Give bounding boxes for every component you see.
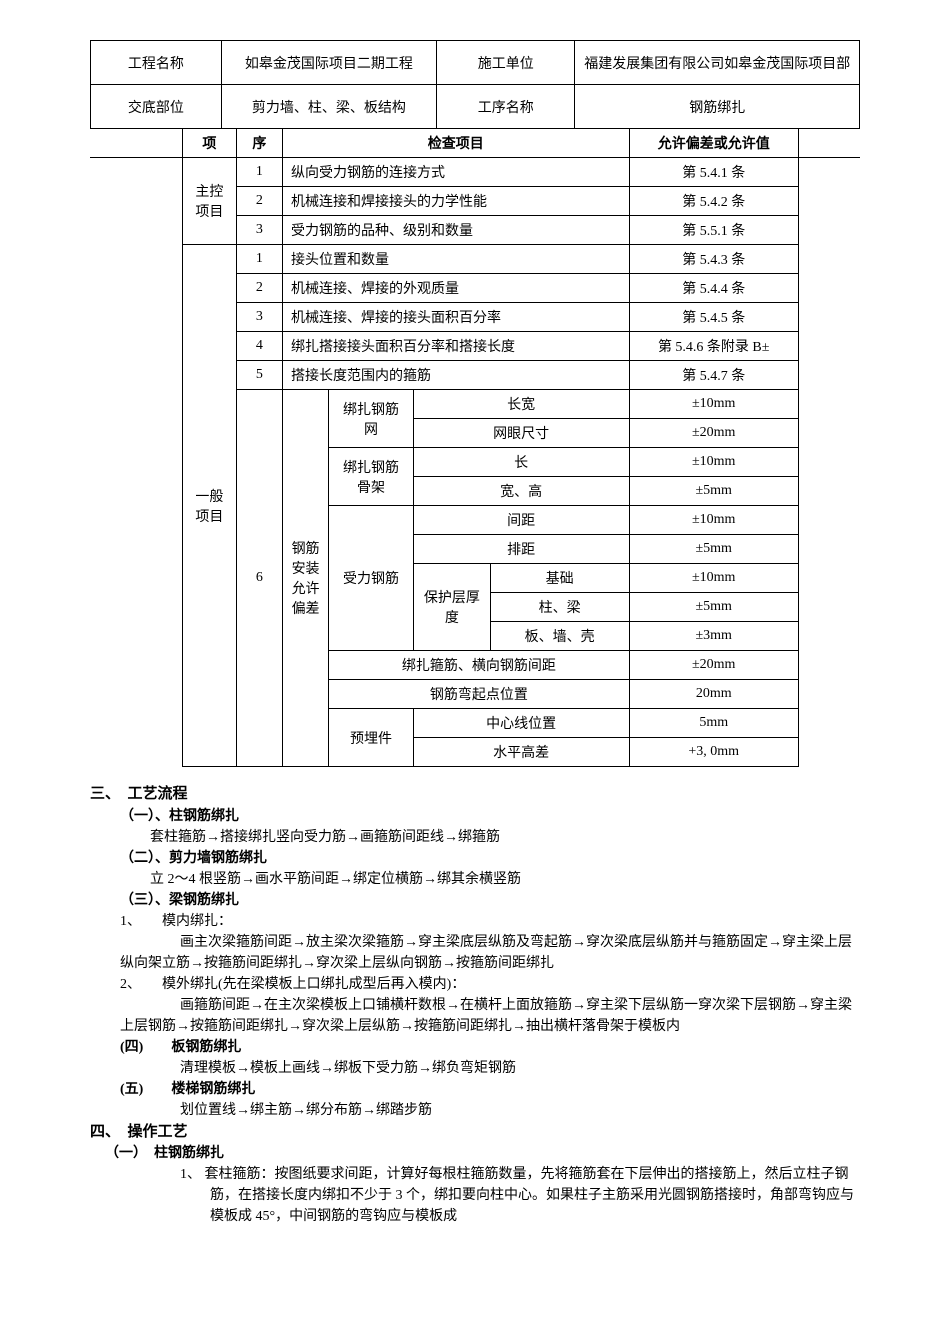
seq: 3 (236, 303, 282, 332)
row-spacing: 排距 (413, 535, 629, 564)
check-item: 绑扎搭接接头面积百分率和搭接长度 (282, 332, 629, 361)
stirrup-spacing: 绑扎箍筋、横向钢筋间距 (329, 651, 629, 680)
allowance: 第 5.4.6 条附录 B± (629, 332, 798, 361)
main-control: 主控项目 (182, 158, 236, 245)
v10mm: ±10mm (629, 506, 798, 535)
seq: 1 (236, 158, 282, 187)
s33-2: 2、 模外绑扎(先在梁模板上口绑扎成型后再入模内)： (90, 974, 860, 995)
s33: （三）、梁钢筋绑扎 (90, 890, 860, 911)
check-item: 机械连接、焊接的外观质量 (282, 274, 629, 303)
header-table: 工程名称 如皋金茂国际项目二期工程 施工单位 福建发展集团有限公司如皋金茂国际项… (90, 40, 860, 129)
sec4-title: 四、 操作工艺 (90, 1121, 860, 1144)
project-name-value: 如皋金茂国际项目二期工程 (221, 41, 436, 85)
protect-layer: 保护层厚度 (413, 564, 490, 651)
seq: 1 (236, 245, 282, 274)
v10mm: ±10mm (629, 564, 798, 593)
force-rebar: 受力钢筋 (329, 506, 414, 651)
column-beam: 柱、梁 (490, 593, 629, 622)
col-item: 项 (182, 129, 236, 158)
vplus3: +3, 0mm (629, 738, 798, 767)
project-name-label: 工程名称 (91, 41, 222, 85)
v3mm: ±3mm (629, 622, 798, 651)
s35: (五) 楼梯钢筋绑扎 (90, 1079, 860, 1100)
seq: 4 (236, 332, 282, 361)
allowance: 第 5.4.4 条 (629, 274, 798, 303)
v5mm2: 5mm (629, 709, 798, 738)
seq6: 6 (236, 390, 282, 767)
length-width: 长宽 (413, 390, 629, 419)
content-section-main: 三、 工艺流程 （一）、柱钢筋绑扎 套柱箍筋→搭接绑扎竖向受力筋→画箍筋间距线→… (90, 783, 860, 1227)
s32-text: 立 2～4 根竖筋→画水平筋间距→绑定位横筋→绑其余横竖筋 (90, 869, 860, 890)
seq: 2 (236, 187, 282, 216)
embedded: 预埋件 (329, 709, 414, 767)
s41-1: 1、 套柱箍筋：按图纸要求间距，计算好每根柱箍筋数量，先将箍筋套在下层伸出的搭接… (90, 1164, 860, 1227)
bend-position: 钢筋弯起点位置 (329, 680, 629, 709)
seq: 2 (236, 274, 282, 303)
seq: 3 (236, 216, 282, 245)
s31: （一）、柱钢筋绑扎 (90, 806, 860, 827)
allowance: 第 5.4.7 条 (629, 361, 798, 390)
check-item: 纵向受力钢筋的连接方式 (282, 158, 629, 187)
allowance: 第 5.4.3 条 (629, 245, 798, 274)
col-seq: 序 (236, 129, 282, 158)
v10mm: ±10mm (629, 448, 798, 477)
seq: 5 (236, 361, 282, 390)
allowance: 第 5.5.1 条 (629, 216, 798, 245)
check-item: 机械连接、焊接的接头面积百分率 (282, 303, 629, 332)
s31-text: 套柱箍筋→搭接绑扎竖向受力筋→画箍筋间距线→绑箍筋 (90, 827, 860, 848)
s32: （二）、剪力墙钢筋绑扎 (90, 848, 860, 869)
mesh-size: 网眼尺寸 (413, 419, 629, 448)
wall-shell: 板、墙、壳 (490, 622, 629, 651)
center-line: 中心线位置 (413, 709, 629, 738)
check-item: 受力钢筋的品种、级别和数量 (282, 216, 629, 245)
s33-1: 1、 模内绑扎： (90, 911, 860, 932)
width-height: 宽、高 (413, 477, 629, 506)
disclosure-part-label: 交底部位 (91, 85, 222, 129)
s34-text: 清理模板→模板上画线→绑板下受力筋→绑负弯矩钢筋 (90, 1058, 860, 1079)
binding-net: 绑扎钢筋网 (329, 390, 414, 448)
sec3-title: 三、 工艺流程 (90, 783, 860, 806)
v20mm: ±20mm (629, 651, 798, 680)
length: 长 (413, 448, 629, 477)
install-vertical: 钢筋安装允许偏差 (282, 390, 328, 767)
s41: （一） 柱钢筋绑扎 (90, 1143, 860, 1164)
check-item: 机械连接和焊接接头的力学性能 (282, 187, 629, 216)
v20mm: ±20mm (629, 419, 798, 448)
allowance: 第 5.4.1 条 (629, 158, 798, 187)
s33-1-text: 画主次梁箍筋间距→放主梁次梁箍筋→穿主梁底层纵筋及弯起筋→穿次梁底层纵筋并与箍筋… (90, 932, 860, 974)
process-value: 钢筋绑扎 (575, 85, 860, 129)
col-allowance: 允许偏差或允许值 (629, 129, 798, 158)
foundation: 基础 (490, 564, 629, 593)
binding-frame: 绑扎钢筋骨架 (329, 448, 414, 506)
col-check-item: 检查项目 (282, 129, 629, 158)
process-label: 工序名称 (437, 85, 575, 129)
allowance: 第 5.4.5 条 (629, 303, 798, 332)
construction-unit-value: 福建发展集团有限公司如皋金茂国际项目部 (575, 41, 860, 85)
check-item: 搭接长度范围内的箍筋 (282, 361, 629, 390)
s35-text: 划位置线→绑主筋→绑分布筋→绑踏步筋 (90, 1100, 860, 1121)
disclosure-part-value: 剪力墙、柱、梁、板结构 (221, 85, 436, 129)
v5mm: ±5mm (629, 477, 798, 506)
s34: (四) 板钢筋绑扎 (90, 1037, 860, 1058)
v20mm2: 20mm (629, 680, 798, 709)
inspection-table: 项 序 检查项目 允许偏差或允许值 主控项目 1 纵向受力钢筋的连接方式 第 5… (90, 128, 860, 767)
v5mm: ±5mm (629, 535, 798, 564)
allowance: 第 5.4.2 条 (629, 187, 798, 216)
spacing: 间距 (413, 506, 629, 535)
v10mm: ±10mm (629, 390, 798, 419)
construction-unit-label: 施工单位 (437, 41, 575, 85)
level-diff: 水平高差 (413, 738, 629, 767)
s33-2-text: 画箍筋间距→在主次梁模板上口铺横杆数根→在横杆上面放箍筋→穿主梁下层纵筋一穿次梁… (90, 995, 860, 1037)
general: 一般项目 (182, 245, 236, 767)
v5mm: ±5mm (629, 593, 798, 622)
check-item: 接头位置和数量 (282, 245, 629, 274)
